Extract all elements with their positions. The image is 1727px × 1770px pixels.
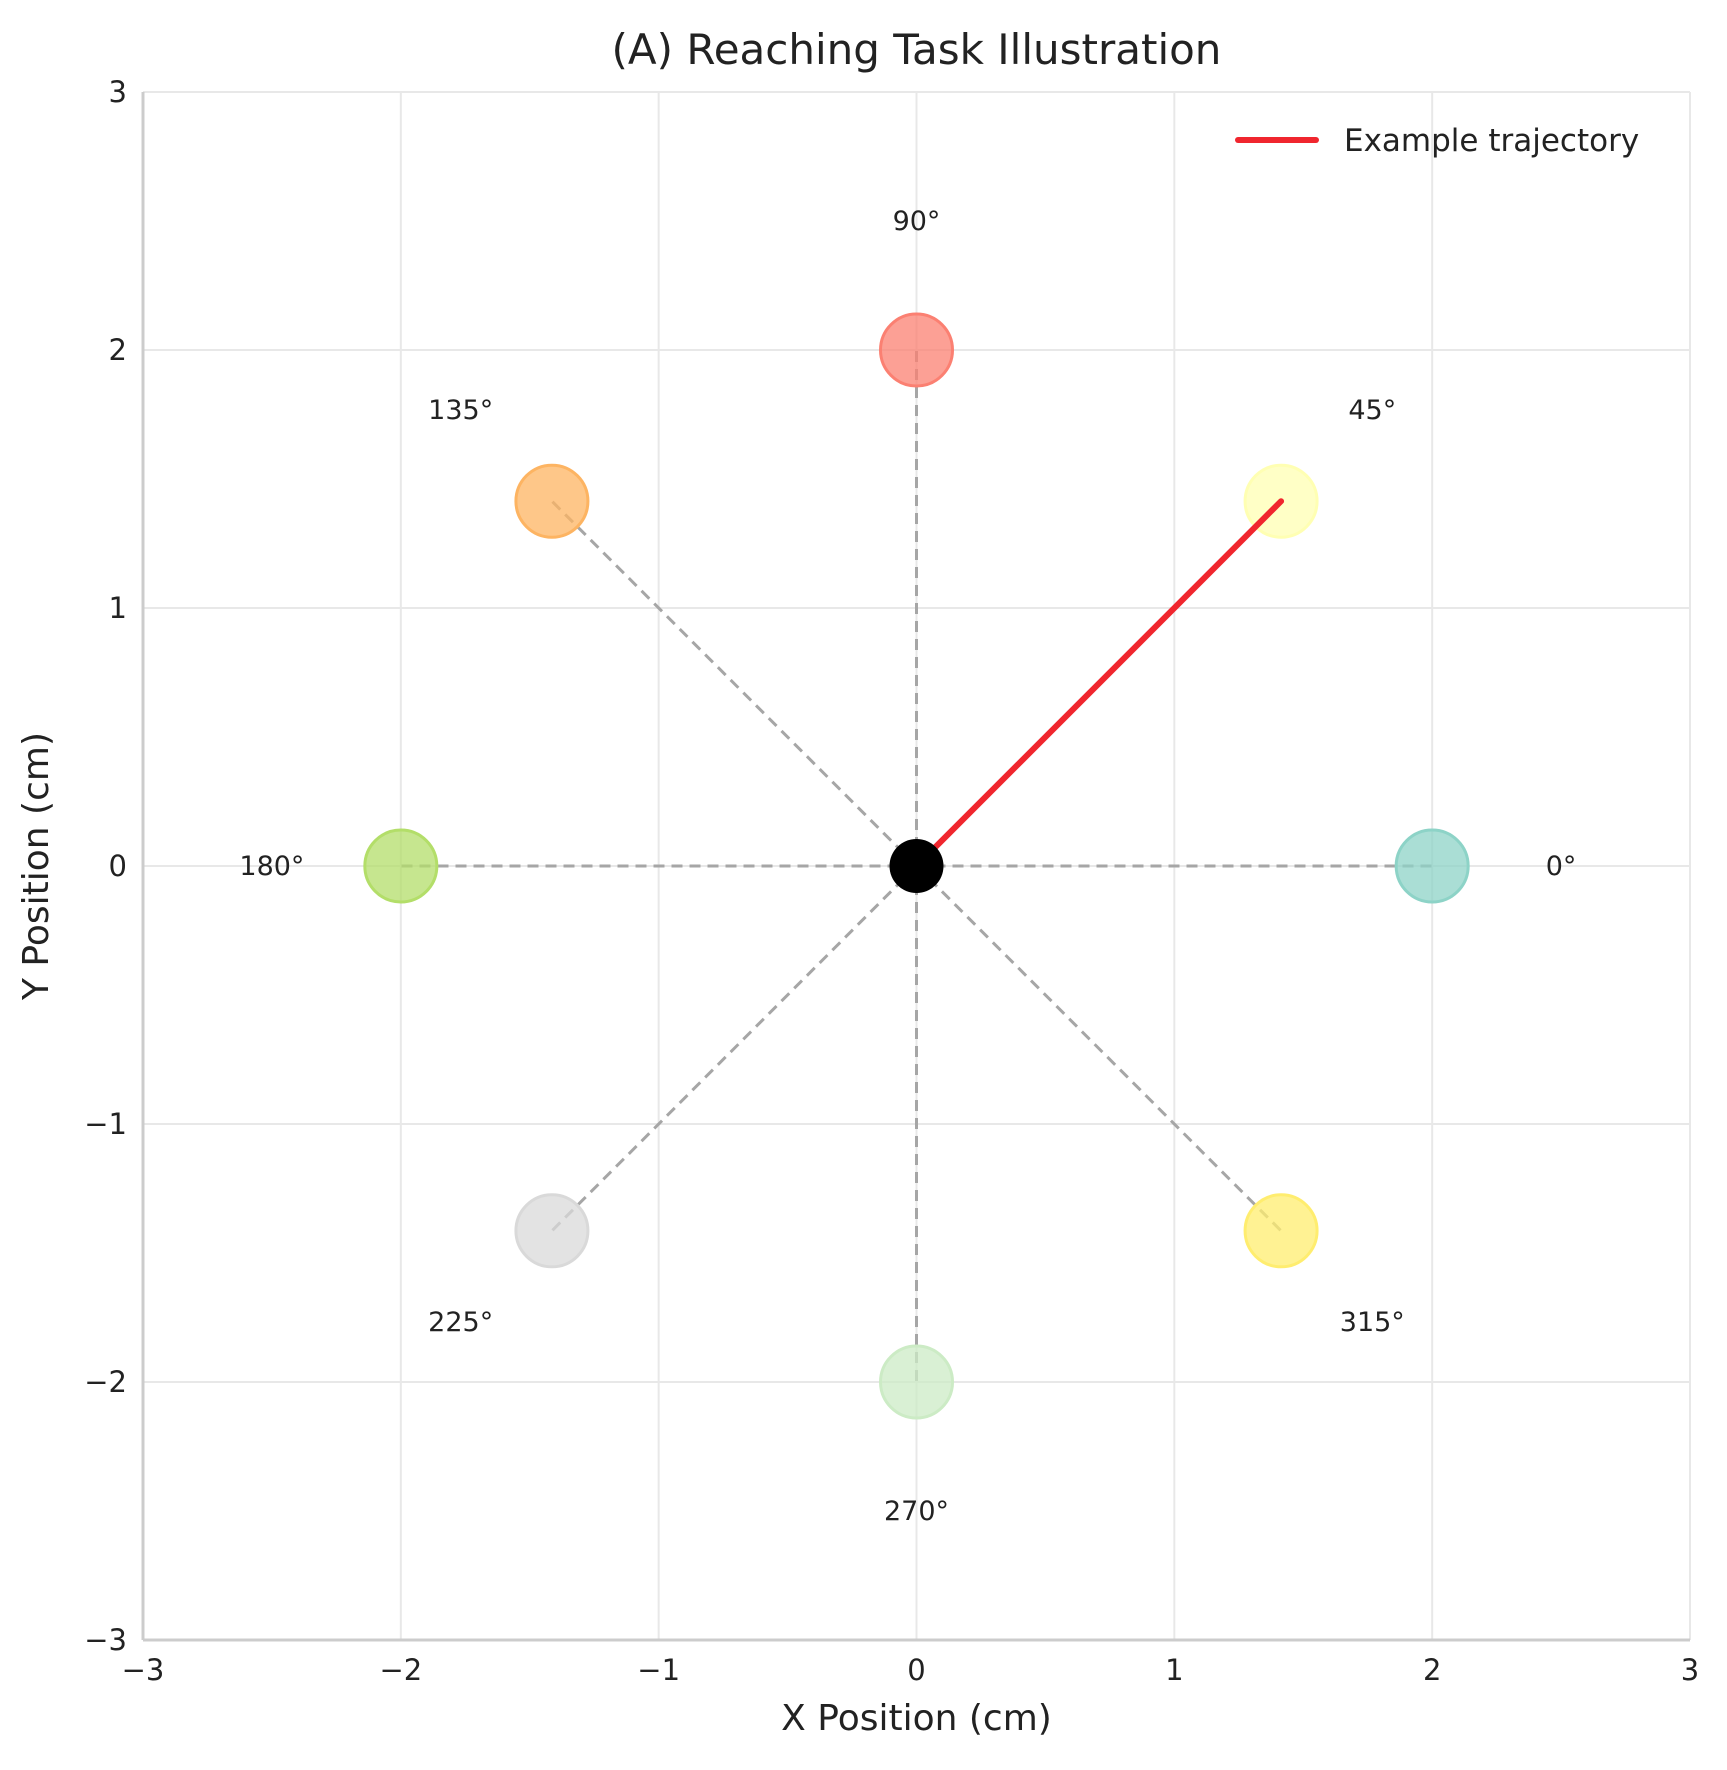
angle-label: 225°	[428, 1307, 493, 1338]
y-tick-label: −3	[84, 1623, 127, 1657]
x-axis-title: X Position (cm)	[781, 1698, 1052, 1739]
angle-label: 270°	[884, 1496, 949, 1527]
target-marker	[1394, 828, 1470, 904]
tick-labels: −3 −2 −1 0 1 2 3 −3 −2 −1 0 1 2 3	[84, 75, 1699, 1687]
x-tick-label: 2	[1423, 1653, 1441, 1687]
angle-label: 315°	[1340, 1307, 1405, 1338]
center-start-marker	[889, 839, 944, 893]
target-marker	[363, 828, 439, 904]
trajectory-line	[913, 498, 1285, 869]
spoke-line	[915, 864, 1283, 1232]
target-marker	[514, 463, 590, 539]
y-tick-label: 3	[109, 75, 127, 109]
x-tick-label: 3	[1681, 1653, 1699, 1687]
chart-title: (A) Reaching Task Illustration	[612, 25, 1222, 74]
y-tick-label: 2	[109, 333, 127, 367]
angle-label: 0°	[1546, 851, 1577, 882]
spoke-line	[550, 500, 918, 868]
y-tick-label: −1	[84, 1107, 127, 1141]
angle-label: 180°	[239, 851, 304, 882]
angle-labels: 0° 45° 90° 135° 180° 225° 270° 315°	[239, 206, 1576, 1527]
x-tick-label: 0	[907, 1653, 925, 1687]
angle-label: 90°	[893, 206, 941, 237]
y-axis-title: Y Position (cm)	[16, 732, 57, 1001]
legend: Example trajectory	[1235, 123, 1639, 159]
y-tick-label: −2	[84, 1365, 127, 1399]
trajectory-series	[889, 498, 1285, 893]
target-marker	[1243, 1193, 1319, 1269]
axes	[141, 92, 1690, 1642]
target-marker	[879, 1344, 954, 1420]
angle-label: 45°	[1348, 395, 1396, 426]
target-marker	[879, 312, 954, 388]
spoke-line	[550, 864, 918, 1232]
x-tick-label: −1	[637, 1653, 680, 1687]
x-tick-label: −3	[122, 1653, 165, 1687]
x-tick-label: 1	[1165, 1653, 1183, 1687]
legend-label: Example trajectory	[1344, 123, 1639, 159]
x-tick-label: −2	[379, 1653, 422, 1687]
angle-label: 135°	[428, 395, 493, 426]
y-tick-label: 1	[109, 591, 127, 625]
y-tick-label: 0	[109, 849, 127, 883]
target-marker	[514, 1193, 590, 1269]
